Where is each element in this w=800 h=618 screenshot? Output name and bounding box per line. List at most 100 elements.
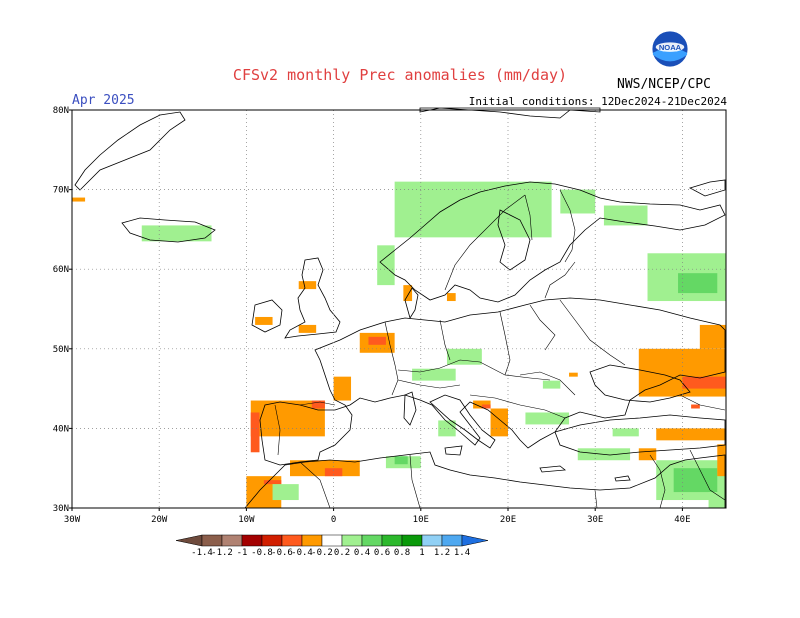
border-middle-east	[649, 454, 666, 509]
coastline-crete	[539, 465, 567, 473]
anomaly-region	[298, 281, 317, 290]
coastline-ireland	[251, 299, 283, 333]
colorbar-swatch	[321, 534, 343, 547]
anomaly-region	[255, 316, 273, 325]
colorbar-label: -1.2	[211, 548, 233, 558]
colorbar-swatch	[401, 534, 423, 547]
coastline-scandinavia	[379, 181, 726, 303]
anomaly-region	[656, 428, 726, 441]
coastline-italy	[429, 394, 496, 449]
colorbar-label: 1	[419, 548, 425, 558]
anomaly-region	[542, 380, 561, 389]
border-baltics	[544, 261, 576, 299]
colorbar-label: -0.6	[271, 548, 293, 558]
initial-conditions: Initial conditions: 12Dec2024-21Dec2024	[468, 95, 727, 108]
colorbar-swatch	[361, 534, 383, 547]
border-alps	[397, 379, 461, 389]
country-borders	[274, 189, 726, 509]
lon-tick-label: 10W	[238, 515, 255, 525]
border-iraq	[689, 449, 726, 501]
lon-tick-label: 20W	[151, 515, 168, 525]
border-belarus	[529, 304, 556, 351]
lat-tick-label: 50N	[53, 345, 69, 355]
coastline-north-africa	[244, 451, 726, 509]
colorbar-label: 0.6	[373, 548, 391, 558]
anomaly-region	[394, 456, 408, 465]
lat-tick-label: 60N	[53, 265, 69, 275]
anomaly-region	[333, 376, 352, 401]
lon-tick-label: 20E	[500, 515, 516, 525]
border-algeria-tunisia	[409, 454, 421, 509]
anomaly-region	[708, 492, 726, 508]
colorbar-label: 0.2	[333, 548, 351, 558]
colorbar-high-arrow	[461, 534, 489, 547]
colorbar-swatch	[241, 534, 263, 547]
anomaly-region	[438, 420, 456, 437]
anomaly-region	[569, 372, 578, 377]
colorbar-swatch	[221, 534, 243, 547]
grid-lines	[72, 110, 726, 508]
anomaly-region	[481, 404, 491, 409]
colorbar-swatch	[201, 534, 223, 547]
lon-tick-label: 0	[331, 515, 336, 525]
border-sweden-finland	[524, 194, 533, 241]
lon-tick-label: 10E	[413, 515, 429, 525]
coastline-britain	[284, 257, 341, 339]
border-caucasus	[679, 394, 726, 411]
border-romania	[519, 371, 576, 396]
border-germany-poland	[439, 319, 451, 361]
lon-tick-label: 30E	[587, 515, 603, 525]
anomaly-region	[412, 368, 456, 381]
colorbar-label: -1.4	[191, 548, 213, 558]
colorbar-swatch	[341, 534, 363, 547]
colorbar-swatch	[381, 534, 403, 547]
anomaly-region	[141, 225, 212, 242]
border-norway-sweden	[444, 194, 526, 291]
border-spain-portugal	[274, 404, 281, 456]
border-france-germany	[384, 321, 399, 396]
colorbar-label: -0.4	[291, 548, 313, 558]
organization: NWS/NCEP/CPC	[617, 77, 711, 92]
chart-title: CFSv2 monthly Prec anomalies (mm/day)	[232, 66, 568, 84]
anomaly-region	[324, 468, 343, 477]
coastline-svalbard	[419, 107, 601, 119]
coastline-iceland	[121, 217, 216, 243]
coastline-sicily	[444, 445, 463, 456]
anomaly-region	[263, 480, 282, 485]
anomaly-region	[446, 348, 482, 365]
border-libya-egypt	[594, 489, 598, 509]
border-spain-france	[299, 401, 336, 406]
coastline-sardinia-corsica	[403, 391, 417, 426]
colorbar-low-arrow	[175, 534, 203, 547]
colorbar-swatch	[421, 534, 443, 547]
anomaly-region	[691, 404, 700, 409]
land-outlines	[74, 107, 726, 509]
map-frame	[71, 109, 727, 509]
coastline-denmark	[404, 287, 419, 319]
lon-tick-label: 40E	[674, 515, 690, 525]
anomaly-region	[682, 376, 726, 389]
colorbar-label: 1.2	[433, 548, 451, 558]
coastline-greenland	[74, 111, 186, 191]
lat-tick-label: 80N	[53, 106, 69, 116]
border-finland-russia	[559, 189, 576, 263]
border-ukraine-russia	[559, 299, 626, 366]
colorbar-label: 0.8	[393, 548, 411, 558]
anomaly-region	[699, 324, 726, 349]
noaa-logo: NOAA	[651, 30, 689, 68]
lat-tick-label: 30N	[53, 504, 69, 514]
colorbar-swatch	[301, 534, 323, 547]
anomaly-region	[250, 412, 260, 453]
anomaly-region	[673, 468, 718, 493]
lat-tick-label: 40N	[53, 424, 69, 434]
colorbar-label: 0.4	[353, 548, 371, 558]
anomaly-region	[525, 412, 570, 425]
coastline-turkey	[554, 414, 726, 456]
anomaly-region	[678, 273, 718, 294]
lon-tick-label: 30W	[64, 515, 81, 525]
forecast-month: Apr 2025	[72, 93, 135, 108]
anomaly-region	[72, 197, 86, 202]
